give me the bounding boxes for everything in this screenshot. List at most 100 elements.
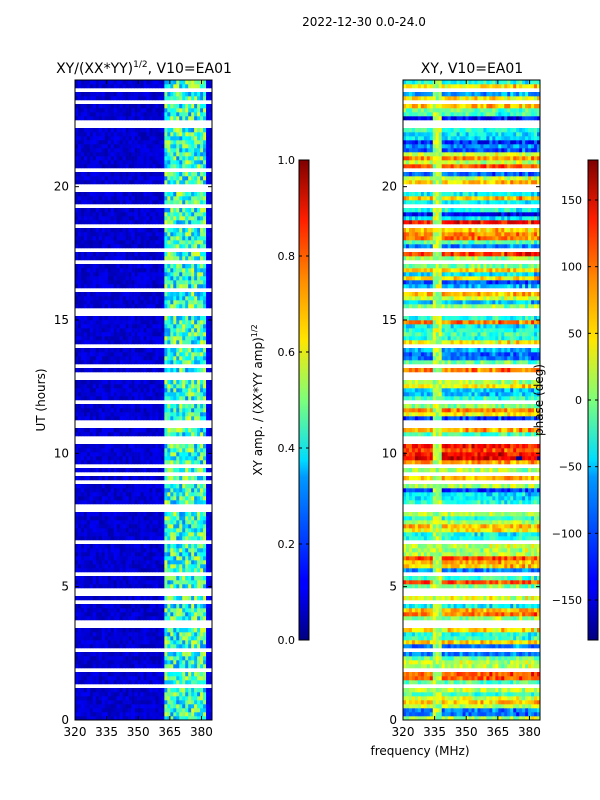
heatmap-cell-amplitude [173, 700, 177, 705]
heatmap-cell-amplitude [125, 244, 129, 249]
heatmap-cell-amplitude [140, 672, 144, 677]
heatmap-cell-amplitude [83, 716, 88, 721]
heatmap-cell-amplitude [116, 448, 121, 453]
heatmap-cell-amplitude [122, 536, 126, 541]
heatmap-cell-amplitude [116, 392, 121, 397]
heatmap-cell-amplitude [128, 408, 132, 413]
heatmap-cell-amplitude [86, 392, 91, 397]
heatmap-cell-amplitude [89, 488, 94, 493]
heatmap-cell-amplitude [188, 460, 192, 465]
heatmap-cell-amplitude [167, 456, 171, 461]
heatmap-cell-amplitude [191, 348, 195, 353]
heatmap-cell-amplitude [83, 708, 88, 713]
heatmap-cell-amplitude [149, 652, 153, 657]
heatmap-cell-amplitude [107, 392, 112, 397]
heatmap-cell-amplitude [128, 692, 132, 697]
heatmap-cell-amplitude [176, 240, 180, 245]
heatmap-cell-amplitude [164, 692, 168, 697]
heatmap-cell-amplitude [155, 384, 159, 389]
heatmap-cell-amplitude [173, 320, 177, 325]
heatmap-cell-amplitude [104, 384, 109, 389]
heatmap-cell-amplitude [77, 580, 82, 585]
heatmap-cell-amplitude [188, 484, 192, 489]
heatmap-cell-amplitude [137, 324, 141, 329]
heatmap-cell-amplitude [75, 360, 79, 365]
heatmap-cell-amplitude [143, 256, 147, 261]
heatmap-cell-amplitude [140, 712, 144, 717]
heatmap-cell-amplitude [89, 468, 94, 473]
heatmap-cell-amplitude [197, 660, 201, 665]
heatmap-cell-amplitude [125, 428, 129, 433]
heatmap-cell-amplitude [197, 164, 201, 169]
heatmap-cell-amplitude [75, 584, 79, 589]
heatmap-cell-amplitude [149, 180, 153, 185]
heatmap-cell-amplitude [137, 412, 141, 417]
heatmap-cell-amplitude [143, 524, 147, 529]
heatmap-cell-amplitude [203, 360, 207, 365]
heatmap-cell-amplitude [95, 444, 100, 449]
heatmap-cell-amplitude [104, 456, 109, 461]
heatmap-cell-amplitude [200, 392, 204, 397]
heatmap-cell-amplitude [173, 680, 177, 685]
heatmap-cell-amplitude [155, 616, 159, 621]
heatmap-cell-amplitude [191, 212, 195, 217]
heatmap-cell-amplitude [152, 164, 156, 169]
heatmap-cell-amplitude [149, 164, 153, 169]
heatmap-cell-amplitude [200, 348, 204, 353]
heatmap-cell-amplitude [134, 516, 138, 521]
heatmap-cell-amplitude [80, 544, 85, 549]
heatmap-cell-amplitude [101, 340, 106, 345]
heatmap-cell-amplitude [158, 616, 162, 621]
heatmap-cell-amplitude [179, 660, 183, 665]
heatmap-cell-amplitude [86, 336, 91, 341]
heatmap-cell-amplitude [86, 380, 91, 385]
heatmap-cell-amplitude [131, 316, 135, 321]
heatmap-cell-amplitude [137, 384, 141, 389]
heatmap-cell-amplitude [206, 216, 210, 221]
heatmap-cell-amplitude [119, 688, 123, 693]
heatmap-cell-amplitude [134, 212, 138, 217]
heatmap-cell-amplitude [113, 676, 118, 681]
heatmap-cell-amplitude [98, 536, 103, 541]
heatmap-cell-amplitude [77, 516, 82, 521]
heatmap-cell-amplitude [131, 640, 135, 645]
heatmap-cell-amplitude [155, 264, 159, 269]
heatmap-cell-amplitude [206, 516, 210, 521]
heatmap-cell-amplitude [80, 696, 85, 701]
heatmap-cell-amplitude [206, 500, 210, 505]
heatmap-cell-amplitude [119, 416, 123, 421]
heatmap-cell-amplitude [149, 408, 153, 413]
heatmap-cell-amplitude [101, 628, 106, 633]
heatmap-cell-amplitude [197, 492, 201, 497]
heatmap-cell-amplitude [140, 640, 144, 645]
heatmap-cell-amplitude [194, 484, 198, 489]
heatmap-cell-amplitude [182, 212, 186, 217]
heatmap-cell-amplitude [140, 352, 144, 357]
heatmap-cell-amplitude [137, 500, 141, 505]
heatmap-cell-amplitude [200, 488, 204, 493]
heatmap-cell-amplitude [152, 544, 156, 549]
heatmap-cell-amplitude [209, 212, 213, 217]
heatmap-cell-amplitude [209, 192, 213, 197]
heatmap-cell-amplitude [110, 156, 115, 161]
heatmap-cell-amplitude [188, 560, 192, 565]
heatmap-cell-amplitude [75, 664, 79, 669]
heatmap-cell-amplitude [182, 500, 186, 505]
heatmap-cell-amplitude [80, 388, 85, 393]
heatmap-cell-amplitude [182, 644, 186, 649]
heatmap-cell-amplitude [125, 292, 129, 297]
heatmap-cell-amplitude [113, 304, 118, 309]
heatmap-cell-amplitude [104, 152, 109, 157]
heatmap-cell-amplitude [143, 280, 147, 285]
heatmap-cell-amplitude [119, 656, 123, 661]
heatmap-cell-amplitude [125, 280, 129, 285]
heatmap-cell-amplitude [200, 688, 204, 693]
heatmap-cell-amplitude [104, 180, 109, 185]
heatmap-cell-amplitude [131, 292, 135, 297]
heatmap-cell-amplitude [146, 564, 150, 569]
heatmap-cell-amplitude [95, 244, 100, 249]
heatmap-cell-amplitude [116, 576, 121, 581]
heatmap-cell-amplitude [197, 404, 201, 409]
heatmap-cell-amplitude [206, 388, 210, 393]
heatmap-cell-amplitude [155, 412, 159, 417]
